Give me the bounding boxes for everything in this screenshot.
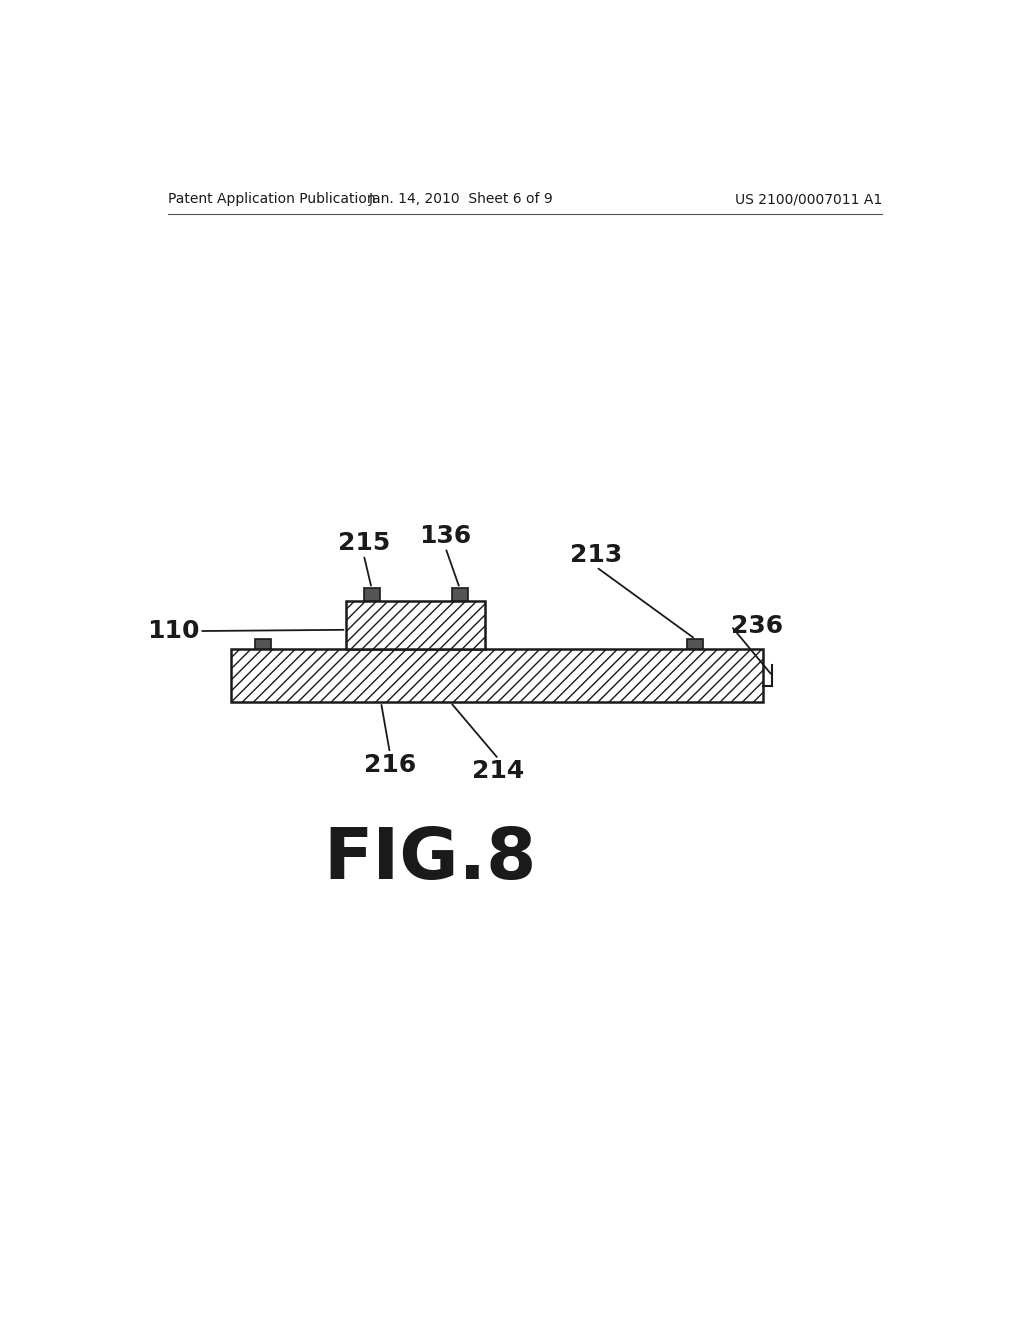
Text: 215: 215	[338, 531, 390, 554]
Bar	[255, 639, 270, 649]
Text: US 2100/0007011 A1: US 2100/0007011 A1	[734, 191, 882, 206]
Text: 214: 214	[472, 759, 524, 783]
Bar	[231, 649, 763, 702]
Text: 213: 213	[570, 543, 623, 568]
Text: Patent Application Publication: Patent Application Publication	[168, 191, 376, 206]
Bar	[687, 639, 703, 649]
Text: FIG.8: FIG.8	[323, 825, 537, 894]
Text: 136: 136	[419, 524, 472, 548]
Bar	[346, 601, 485, 649]
Bar	[452, 589, 468, 601]
Text: Jan. 14, 2010  Sheet 6 of 9: Jan. 14, 2010 Sheet 6 of 9	[369, 191, 554, 206]
Text: 236: 236	[731, 614, 783, 638]
Bar	[364, 589, 380, 601]
Text: 216: 216	[364, 752, 416, 777]
Text: 110: 110	[146, 619, 200, 643]
